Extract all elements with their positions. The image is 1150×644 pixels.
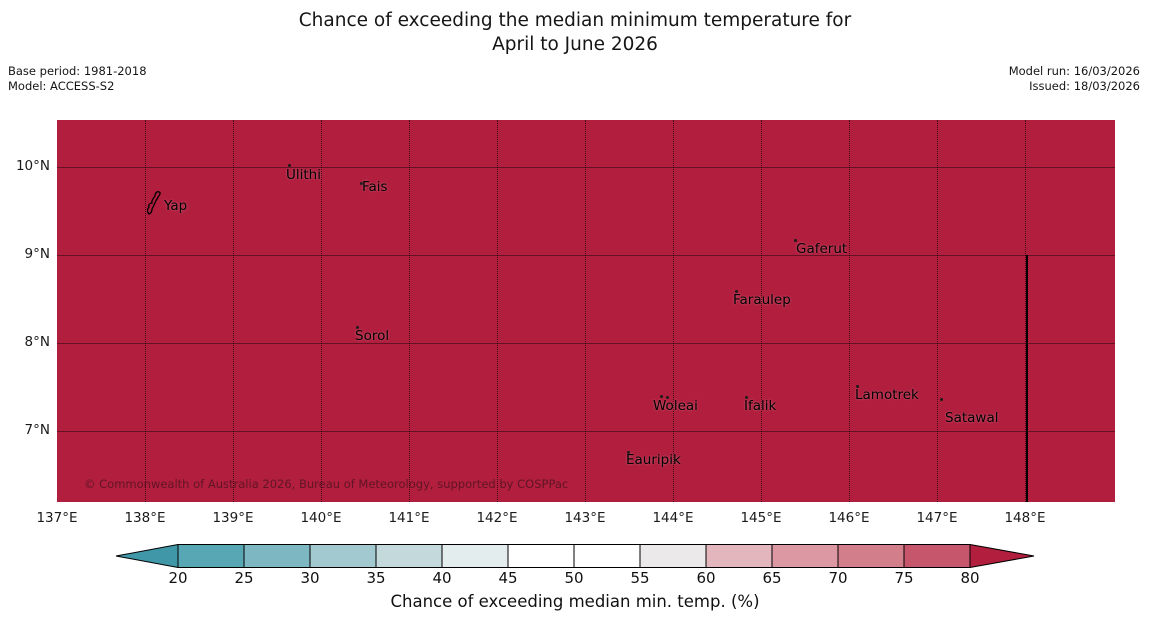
place-marker-gaferut [794,239,797,242]
lon-label-142e: 142°E [476,510,518,526]
place-marker-woleai [660,395,663,398]
colorbar-seg-65-70 [771,544,839,568]
cbar-tick-50: 50 [564,569,584,587]
lon-label-140e: 140°E [300,510,342,526]
lon-label-144e: 144°E [652,510,694,526]
gridline-lon-140e [321,120,322,502]
colorbar-seg-35-40 [375,544,443,568]
lat-label-8n: 8°N [24,334,50,350]
place-label-sorol: Sorol [355,328,390,344]
state-boundary-line [1026,255,1028,502]
gridline-lat-9n [57,255,1115,256]
colorbar-seg-75-80 [903,544,971,568]
cbar-tick-30: 30 [300,569,320,587]
lon-label-146e: 146°E [828,510,870,526]
colorbar-seg-45-50 [507,544,575,568]
cbar-tick-20: 20 [168,569,188,587]
place-marker-sorol [356,326,359,329]
gridline-lon-146e [849,120,850,502]
base-period-text: Base period: 1981-2018 [8,64,147,78]
gridline-lon-148e [1025,120,1026,502]
colorbar-seg-25-30 [243,544,311,568]
colorbar-seg-50-55 [573,544,641,568]
place-marker-ifalik [745,396,748,399]
model-text: Model: ACCESS-S2 [8,78,115,93]
place-marker-lamotrek [856,385,859,388]
place-label-satawal: Satawal [945,410,999,426]
place-marker-faraulep [735,290,738,293]
cbar-tick-35: 35 [366,569,386,587]
gridline-lon-141e [409,120,410,502]
gridline-lon-145e [761,120,762,502]
page-title: Chance of exceeding the median minimum t… [0,9,1150,57]
lon-label-143e: 143°E [564,510,606,526]
lon-label-139e: 139°E [212,510,254,526]
lon-label-137e: 137°E [36,510,78,526]
cbar-tick-25: 25 [234,569,254,587]
lon-label-141e: 141°E [388,510,430,526]
colorbar-under-arrow [115,544,179,568]
cbar-tick-80: 80 [960,569,980,587]
issued-text: Issued: 18/03/2026 [1029,78,1140,93]
lon-label-138e: 138°E [124,510,166,526]
colorbar-seg-55-60 [639,544,707,568]
lon-label-148e: 148°E [1004,510,1046,526]
lon-label-145e: 145°E [740,510,782,526]
copyright-notice: © Commonwealth of Australia 2026, Bureau… [84,477,569,491]
lon-label-147e: 147°E [916,510,958,526]
cbar-tick-40: 40 [432,569,452,587]
yap-island-outline [145,190,167,222]
gridline-lon-139e [233,120,234,502]
colorbar-over-arrow [969,544,1035,568]
cbar-tick-60: 60 [696,569,716,587]
title-line-2: April to June 2026 [492,34,658,55]
map-canvas: Ulithi Fais Yap Gaferut Faraulep Sorol W… [57,120,1115,502]
place-label-ulithi: Ulithi [286,167,321,183]
place-label-faraulep: Faraulep [733,292,791,308]
place-marker-satawal [940,398,943,401]
colorbar-axis-label: Chance of exceeding median min. temp. (%… [390,592,760,611]
place-label-lamotrek: Lamotrek [855,387,919,403]
place-marker-ulithi [288,164,291,167]
title-line-1: Chance of exceeding the median minimum t… [298,10,852,31]
place-label-gaferut: Gaferut [796,241,848,257]
lat-label-7n: 7°N [24,422,50,438]
cbar-tick-55: 55 [630,569,650,587]
colorbar-seg-60-65 [705,544,773,568]
colorbar-seg-20-25 [177,544,245,568]
colorbar [115,544,1035,568]
place-label-fais: Fais [362,179,388,195]
colorbar-seg-30-35 [309,544,377,568]
cbar-tick-75: 75 [894,569,914,587]
gridline-lon-144e [673,120,674,502]
place-marker-fais [360,182,363,185]
cbar-tick-45: 45 [498,569,518,587]
gridline-lon-147e [937,120,938,502]
place-marker-eauripik [627,451,630,454]
colorbar-seg-40-45 [441,544,509,568]
lat-label-10n: 10°N [15,158,50,174]
cbar-tick-65: 65 [762,569,782,587]
meta-left: Base period: 1981-2018 Model: ACCESS-S2 [8,64,147,93]
gridline-lon-143e [585,120,586,502]
gridline-lat-7n [57,431,1115,432]
model-run-text: Model run: 16/03/2026 [1008,64,1140,78]
place-marker-woleai-2 [666,396,669,399]
place-label-yap: Yap [164,198,188,214]
cbar-tick-70: 70 [828,569,848,587]
place-label-eauripik: Eauripik [626,452,681,468]
meta-right: Model run: 16/03/2026 Issued: 18/03/2026 [1009,64,1140,93]
place-label-ifalik: Ifalik [744,398,777,414]
lat-label-9n: 9°N [24,246,50,262]
gridline-lat-8n [57,343,1115,344]
place-label-woleai: Woleai [653,398,698,414]
gridline-lat-10n [57,167,1115,168]
gridline-lon-138e [145,120,146,502]
gridline-lon-142e [497,120,498,502]
colorbar-seg-70-75 [837,544,905,568]
